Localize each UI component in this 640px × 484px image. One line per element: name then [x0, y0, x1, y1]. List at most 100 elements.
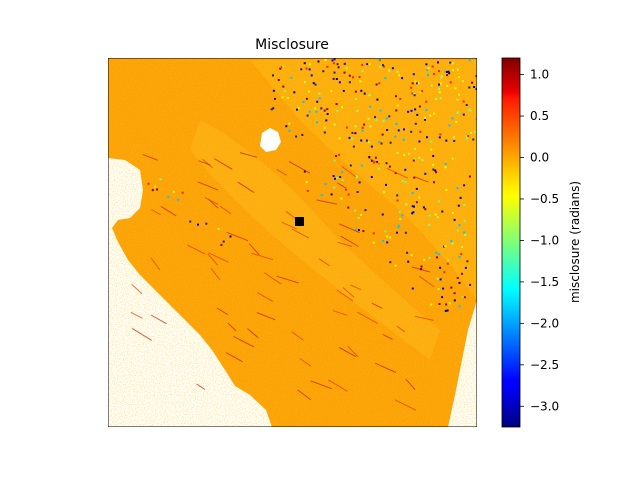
noise-pixel [343, 71, 346, 74]
noise-pixel [364, 209, 367, 212]
ridge-streak [350, 284, 362, 291]
ridge-streak [338, 347, 356, 357]
noise-pixel [335, 103, 338, 106]
noise-pixel [445, 303, 448, 306]
map-texture [108, 58, 477, 427]
noise-pixel [471, 81, 474, 84]
noise-pixel [410, 254, 413, 257]
noise-pixel [411, 192, 414, 195]
noise-pixel [463, 184, 466, 187]
noise-pixel [167, 195, 170, 198]
noise-pixel [373, 161, 376, 164]
noise-pixel [307, 90, 310, 93]
noise-pixel [413, 92, 416, 95]
noise-pixel [440, 75, 443, 78]
noise-pixel [459, 196, 462, 199]
noise-pixel [468, 59, 471, 62]
noise-pixel [438, 91, 441, 94]
colorbar-gradient [501, 57, 521, 428]
noise-pixel [349, 164, 352, 167]
noise-pixel [316, 121, 319, 124]
noise-pixel [475, 118, 477, 120]
noise-pixel [335, 155, 337, 157]
noise-pixel [444, 163, 447, 165]
noise-pixel [272, 74, 274, 77]
noise-pixel [464, 266, 467, 269]
noise-pixel [442, 287, 445, 290]
noise-pixel [354, 228, 357, 231]
noise-pixel [378, 82, 381, 85]
noise-pixel [445, 139, 448, 142]
noise-pixel [397, 226, 400, 229]
noise-pixel [384, 230, 387, 233]
noise-pixel [326, 113, 329, 115]
noise-pixel [415, 187, 418, 190]
noise-pixel [418, 105, 421, 108]
noise-pixel [430, 84, 433, 87]
noise-pixel [332, 62, 335, 65]
ridge-streak [337, 241, 353, 247]
noise-pixel [411, 212, 414, 215]
ridge-streak [248, 243, 260, 256]
ridge-streak [251, 252, 274, 261]
noise-pixel [414, 80, 417, 83]
noise-pixel [296, 108, 298, 111]
noise-pixel [336, 63, 339, 66]
ridge-streak [239, 152, 258, 158]
noise-pixel [316, 100, 319, 103]
noise-pixel [426, 136, 428, 139]
noise-pixel [414, 122, 417, 125]
noise-pixel [439, 97, 442, 100]
noise-pixel [378, 65, 381, 68]
noise-pixel [324, 59, 327, 61]
ridge-streak [226, 231, 249, 242]
noise-pixel [376, 98, 379, 101]
noise-pixel [270, 108, 273, 111]
noise-pixel [283, 90, 286, 93]
noise-pixel [205, 222, 208, 225]
noise-pixel [437, 288, 440, 290]
noise-pixel [277, 79, 280, 81]
noise-pixel [352, 145, 355, 148]
noise-pixel [428, 256, 431, 259]
ridge-streak [339, 223, 360, 234]
noise-pixel [469, 109, 472, 112]
ridge-streak [237, 181, 255, 194]
ridge-streak [310, 380, 333, 390]
noise-pixel [332, 175, 335, 177]
noise-pixel [470, 131, 473, 134]
noise-pixel [439, 266, 442, 269]
noise-pixel [458, 224, 461, 227]
ridge-streak [336, 182, 347, 189]
noise-pixel [378, 141, 381, 143]
noise-pixel [438, 83, 440, 86]
colorbar-label: misclosure (radians) [568, 181, 582, 303]
noise-pixel [453, 292, 456, 295]
noise-pixel [305, 67, 308, 70]
noise-pixel [288, 129, 291, 132]
noise-pixel [422, 206, 425, 209]
noise-pixel [418, 196, 421, 199]
noise-pixel [361, 63, 364, 66]
noise-pixel [370, 176, 373, 178]
noise-pixel [453, 218, 456, 221]
noise-pixel [303, 170, 306, 173]
noise-pixel [359, 80, 362, 83]
ridge-streak [150, 257, 161, 271]
noise-pixel [282, 85, 285, 88]
noise-pixel [300, 68, 303, 71]
noise-pixel [326, 108, 329, 111]
noise-pixel [396, 231, 398, 234]
noise-pixel [308, 110, 311, 113]
noise-pixel [453, 299, 456, 302]
noise-pixel [424, 116, 426, 119]
ridge-streak [341, 165, 357, 178]
noise-pixel [375, 119, 378, 122]
noise-pixel [401, 180, 404, 182]
noise-pixel [354, 90, 357, 93]
noise-pixel [473, 86, 476, 88]
noise-pixel [421, 159, 424, 162]
noise-pixel [452, 69, 454, 72]
